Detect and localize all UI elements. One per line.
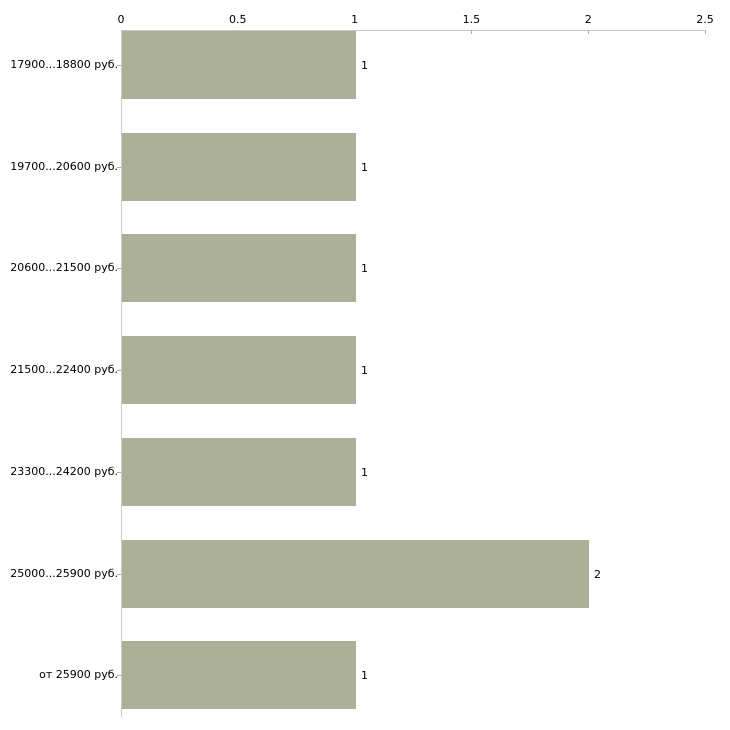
bar xyxy=(122,336,356,404)
y-tick-mark xyxy=(117,574,121,575)
bar xyxy=(122,133,356,201)
y-tick-mark xyxy=(117,167,121,168)
category-label: 20600...21500 руб. xyxy=(10,261,118,274)
x-tick-label: 1.5 xyxy=(462,13,481,26)
x-tick-label: 0 xyxy=(117,13,125,26)
bar xyxy=(122,234,356,302)
x-tick-label: 1 xyxy=(351,13,359,26)
y-tick-mark xyxy=(117,65,121,66)
y-axis-line xyxy=(121,30,122,717)
bar-value-label: 1 xyxy=(361,669,368,682)
x-tick-mark xyxy=(588,30,589,34)
bar xyxy=(122,641,356,709)
category-label: от 25900 руб. xyxy=(39,668,118,681)
bar-value-label: 1 xyxy=(361,161,368,174)
x-tick-label: 0.5 xyxy=(229,13,247,26)
x-tick-label: 2.5 xyxy=(696,13,714,26)
bar xyxy=(122,438,356,506)
bar-value-label: 1 xyxy=(361,59,368,72)
x-tick-mark xyxy=(471,30,472,34)
category-label: 21500...22400 руб. xyxy=(10,363,118,376)
bar-value-label: 1 xyxy=(361,364,368,377)
category-label: 19700...20600 руб. xyxy=(10,160,118,173)
x-tick-mark xyxy=(705,30,706,34)
x-tick-label: 2 xyxy=(584,13,592,26)
category-label: 17900...18800 руб. xyxy=(10,58,118,71)
y-tick-mark xyxy=(117,370,121,371)
bar xyxy=(122,540,589,608)
y-tick-mark xyxy=(117,268,121,269)
category-label: 25000...25900 руб. xyxy=(10,567,118,580)
bar-value-label: 1 xyxy=(361,466,368,479)
y-tick-mark xyxy=(117,472,121,473)
bar xyxy=(122,31,356,99)
x-axis-line xyxy=(121,30,706,31)
category-label: 23300...24200 руб. xyxy=(10,465,118,478)
bar-value-label: 2 xyxy=(594,568,601,581)
bar-value-label: 1 xyxy=(361,262,368,275)
y-tick-mark xyxy=(117,675,121,676)
